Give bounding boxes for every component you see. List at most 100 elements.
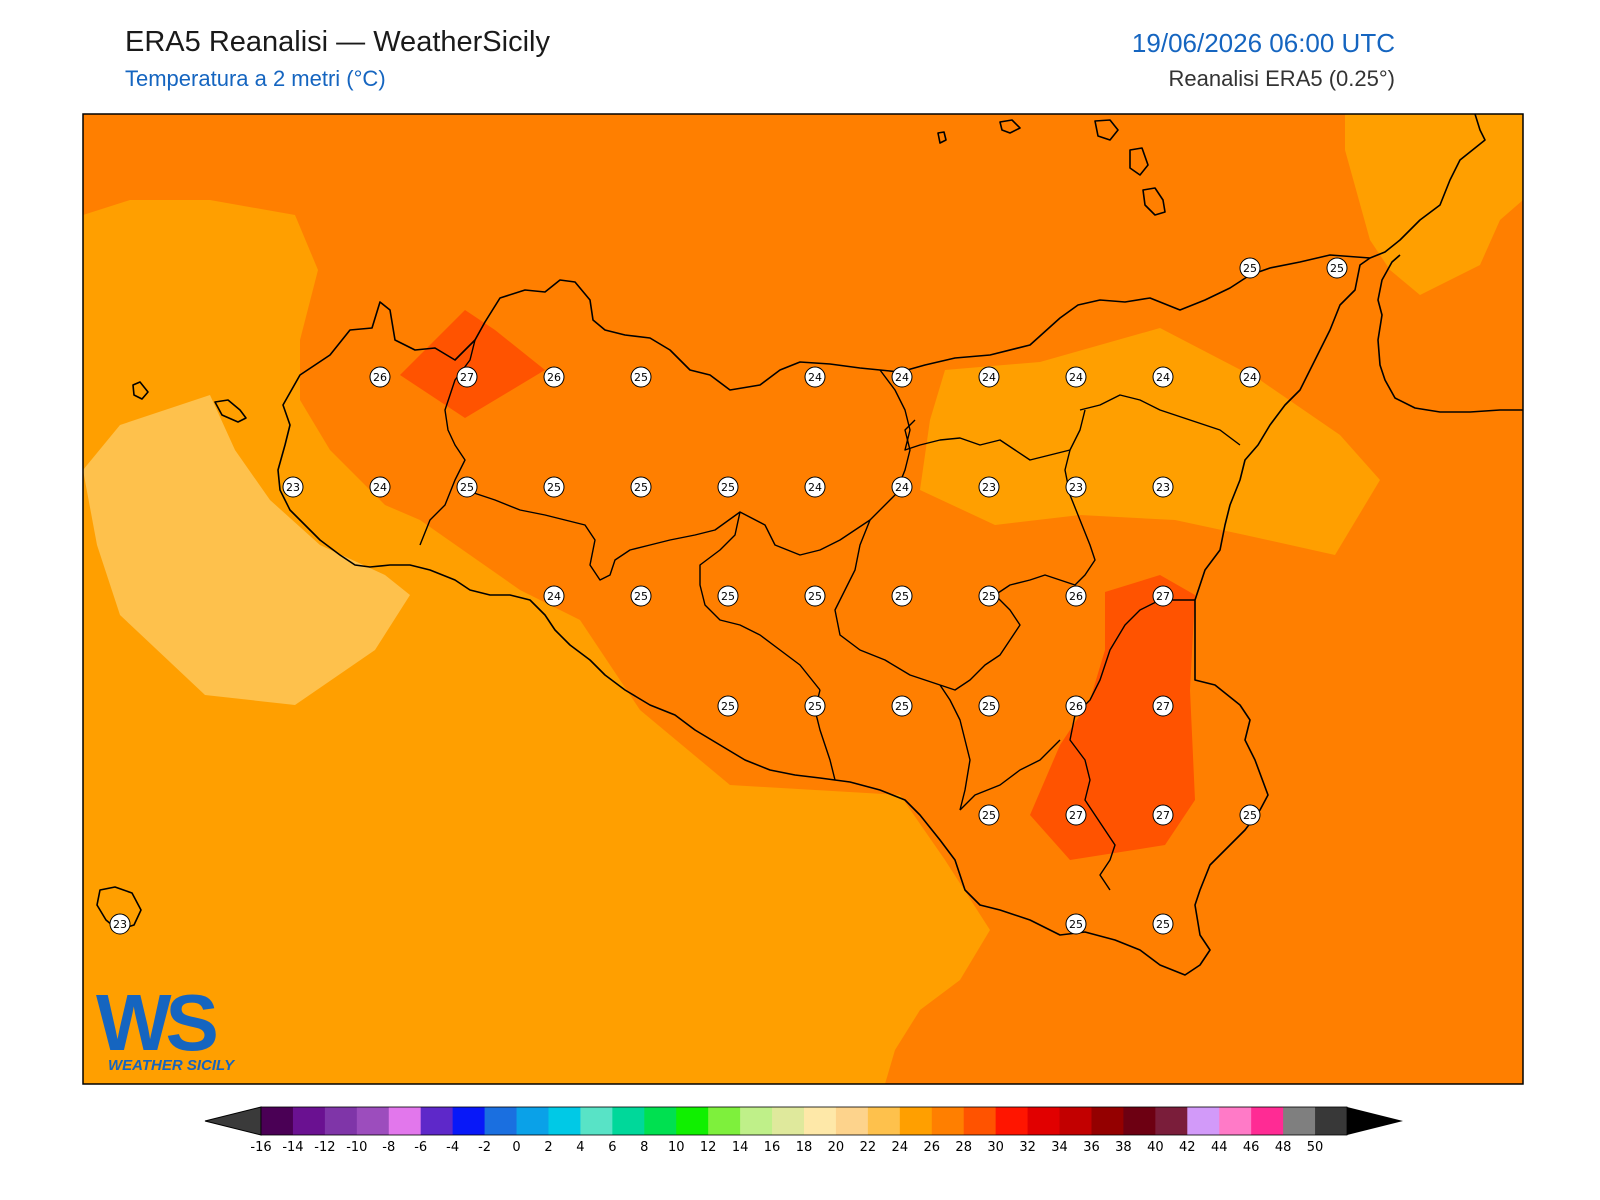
colorbar-swatch [1027,1107,1061,1135]
logo-text: WEATHER SICILY [108,1057,236,1074]
station-marker: 24 [891,366,913,388]
colorbar-swatch [899,1107,933,1135]
station-marker-circle [543,585,565,607]
colorbar-swatch [292,1107,326,1135]
station-value: 24 [808,371,822,384]
colorbar-swatch [835,1107,869,1135]
station-marker-circle [804,585,826,607]
station-marker: 25 [717,476,739,498]
station-marker: 27 [1152,804,1174,826]
station-value: 25 [1243,262,1257,275]
station-marker-circle [369,476,391,498]
colorbar-swatch [708,1107,741,1135]
colorbar-swatch [1187,1107,1220,1135]
colorbar-tick-label: -16 [250,1140,271,1155]
station-value: 25 [634,590,648,603]
station-marker: 25 [717,695,739,717]
station-marker-circle [109,913,131,935]
colorbar-tick-label: 16 [764,1140,781,1155]
station-marker-circle [978,695,1000,717]
colorbar-tick-label: 6 [608,1140,616,1155]
station-marker: 23 [978,476,1000,498]
band-22-24-west [83,200,990,1084]
station-marker-circle [630,585,652,607]
station-marker: 26 [1065,695,1087,717]
station-marker-circle [1152,804,1174,826]
station-value: 24 [1243,371,1257,384]
station-marker-circle [1326,257,1348,279]
station-marker: 24 [1239,366,1261,388]
colorbar-tick-label: 12 [700,1140,717,1155]
station-marker-circle [1239,804,1261,826]
station-value: 25 [1330,262,1344,275]
station-marker-circle [630,366,652,388]
station-marker-circle [1065,366,1087,388]
colorbar-tick-label: 14 [732,1140,749,1155]
colorbar-swatch [644,1107,677,1135]
band-20-22-west [83,395,410,705]
station-marker-circle [717,695,739,717]
station-value: 25 [1243,809,1257,822]
station-marker: 25 [717,585,739,607]
station-value: 24 [982,371,996,384]
colorbar-tick-label: -2 [478,1140,491,1155]
colorbar-tick-label: 26 [923,1140,940,1155]
station-marker-circle [717,476,739,498]
station-marker: 26 [369,366,391,388]
station-marker: 25 [630,366,652,388]
colorbar-tick-label: -12 [314,1140,335,1155]
colorbar-swatch [1251,1107,1284,1135]
station-marker: 24 [978,366,1000,388]
station-value: 25 [1069,918,1083,931]
station-marker: 27 [1152,695,1174,717]
station-marker: 24 [1152,366,1174,388]
band-22-24-east [920,328,1380,555]
station-value: 25 [895,590,909,603]
station-marker-circle [1152,913,1174,935]
station-marker: 24 [543,585,565,607]
station-marker: 25 [804,585,826,607]
station-value: 24 [547,590,561,603]
colorbar-swatch [420,1107,454,1135]
station-marker-circle [891,366,913,388]
province-boundaries [419,339,1241,891]
station-marker: 25 [978,585,1000,607]
station-value: 24 [1069,371,1083,384]
colorbar-swatch [1155,1107,1188,1135]
station-marker: 23 [282,476,304,498]
station-value: 25 [808,700,822,713]
colorbar-tick-label: 10 [668,1140,685,1155]
colorbar-swatch [1059,1107,1092,1135]
station-marker-circle [282,476,304,498]
colorbar-swatch [1283,1107,1316,1135]
station-marker: 25 [1239,257,1261,279]
station-marker: 25 [1239,804,1261,826]
colorbar-swatch [516,1107,549,1135]
map-subtitle: Temperatura a 2 metri (°C) [125,66,386,91]
colorbar-tick-label: 48 [1275,1140,1292,1155]
colorbar-tick-label: 34 [1051,1140,1068,1155]
colorbar-outline [260,1106,1348,1136]
map-title: ERA5 Reanalisi — WeatherSicily [125,26,550,58]
colorbar-swatch [484,1107,518,1135]
colorbar-tick-label: 2 [544,1140,552,1155]
temperature-field: 25 25 26 27 26 25 24 24 24 24 24 24 23 24 25 25 25 25 24 24… [83,114,1523,1084]
station-marker-circle [1152,585,1174,607]
band-22-24-ne [1345,114,1523,295]
colorbar-tick-label: 24 [892,1140,909,1155]
station-value: 24 [808,481,822,494]
station-marker-circle [978,804,1000,826]
station-marker: 26 [1065,585,1087,607]
colorbar-max-arrow [1347,1107,1403,1135]
colorbar: -16 -14 -12 -10 -8 -6 -4 -2 0 2 4 6 8 10 12 14 16 18 20 22 2… [204,1106,1403,1155]
colorbar-tick-label: -14 [282,1140,303,1155]
station-value: 25 [1156,918,1170,931]
weather-sicily-logo: WS WEATHER SICILY [96,978,236,1074]
station-value: 24 [895,481,909,494]
station-value: 26 [373,371,387,384]
station-marker-circle [1239,257,1261,279]
station-value: 25 [982,809,996,822]
station-value: 23 [1156,481,1170,494]
station-marker: 27 [456,366,478,388]
